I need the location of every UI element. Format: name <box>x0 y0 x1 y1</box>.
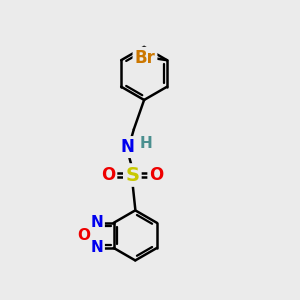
Text: O: O <box>101 166 115 184</box>
Text: N: N <box>90 240 103 255</box>
Text: H: H <box>139 136 152 151</box>
Text: N: N <box>121 138 135 156</box>
Text: Br: Br <box>134 49 155 67</box>
Text: O: O <box>77 228 90 243</box>
Text: O: O <box>149 166 164 184</box>
Text: N: N <box>90 215 103 230</box>
Text: S: S <box>125 166 139 184</box>
